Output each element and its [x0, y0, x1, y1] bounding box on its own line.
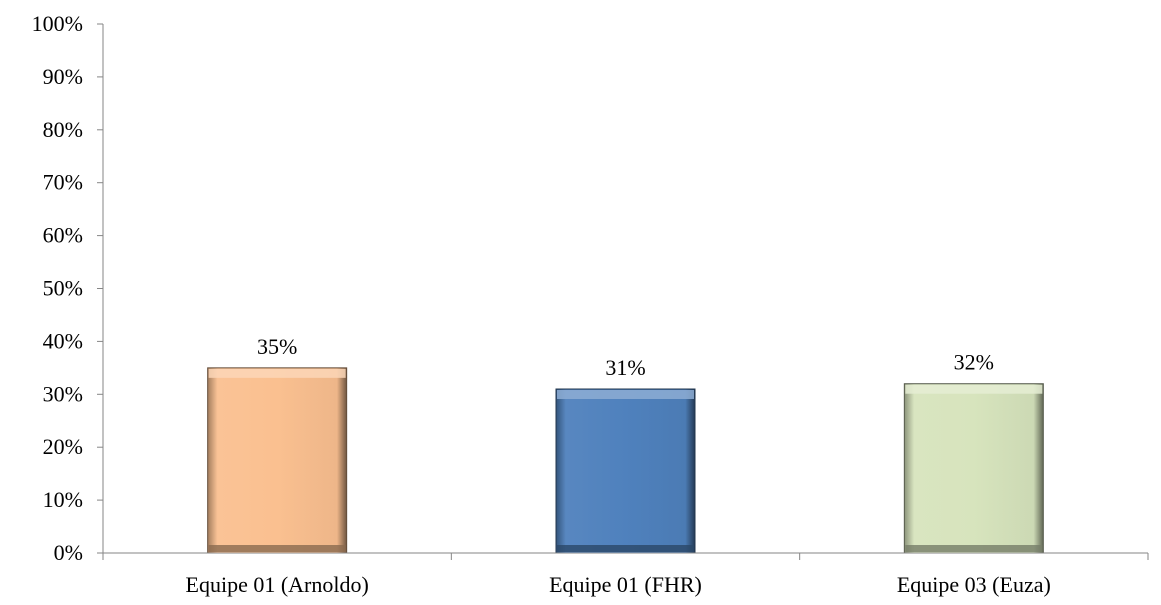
y-tick-label: 50% [43, 276, 83, 301]
y-tick-label: 20% [43, 434, 83, 459]
bar [903, 383, 1044, 554]
bar-bottom-bevel [557, 545, 694, 552]
y-tick-label: 70% [43, 170, 83, 195]
bar-top-bevel [557, 390, 694, 400]
y-axis-ticks [97, 23, 103, 554]
bar-top-bevel [208, 368, 346, 378]
bar-data-label: 31% [605, 355, 645, 380]
y-tick-label: 80% [43, 117, 83, 142]
data-labels: 35% 31% 32% [257, 334, 994, 380]
bar-data-label: 35% [257, 334, 297, 359]
y-tick-label: 10% [43, 487, 83, 512]
bar-bottom-bevel [905, 545, 1043, 552]
x-axis-ticks [102, 553, 1149, 560]
x-category-label: Equipe 01 (FHR) [549, 572, 702, 597]
bar-body [207, 367, 348, 554]
y-tick-label: 0% [54, 540, 83, 565]
y-tick-label: 90% [43, 64, 83, 89]
bars [207, 367, 1044, 554]
y-axis-tick-labels: 0% 10% 20% 30% 40% 50% 60% 70% 80% 90% 100% [32, 11, 83, 565]
y-tick-label: 40% [43, 328, 83, 353]
bar-bottom-bevel [208, 545, 346, 552]
y-tick-label: 60% [43, 223, 83, 248]
bar-data-label: 32% [954, 350, 994, 375]
axes [102, 24, 1148, 554]
x-category-label: Equipe 01 (Arnoldo) [186, 572, 369, 597]
bar-top-bevel [905, 384, 1043, 394]
x-axis-tick-labels: Equipe 01 (Arnoldo) Equipe 01 (FHR) Equipe… [186, 572, 1051, 597]
bar [207, 367, 348, 554]
bar-body [555, 388, 696, 554]
x-category-label: Equipe 03 (Euza) [897, 572, 1051, 597]
bar-body [903, 383, 1044, 554]
y-tick-label: 30% [43, 381, 83, 406]
y-tick-label: 100% [32, 11, 83, 36]
bar [555, 388, 696, 554]
